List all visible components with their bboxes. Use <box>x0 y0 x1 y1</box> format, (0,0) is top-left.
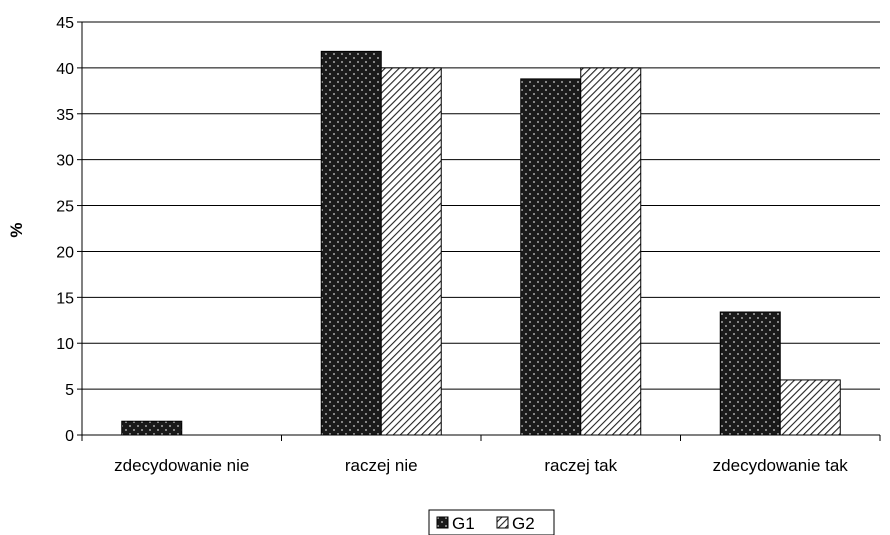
bar-g1-0 <box>121 420 183 436</box>
gridlines <box>82 21 880 390</box>
y-tick-label: 40 <box>56 61 74 78</box>
axes <box>77 21 881 441</box>
x-tick-label: raczej nie <box>345 456 418 475</box>
bar-g1-3 <box>719 311 781 436</box>
legend-swatch-g2 <box>496 516 509 529</box>
y-tick-label: 45 <box>56 15 74 32</box>
x-tick-label: zdecydowanie nie <box>114 456 249 475</box>
y-tick-label: 30 <box>56 153 74 170</box>
y-tick-label: 5 <box>65 382 74 399</box>
y-axis-title: % <box>7 222 26 237</box>
bar-g2-2 <box>580 67 642 436</box>
x-tick-labels: zdecydowanie nie raczej nie raczej tak zdec… <box>114 456 848 475</box>
x-tick-label: raczej tak <box>544 456 617 475</box>
y-tick-label: 10 <box>56 336 74 353</box>
legend: G1 G2 <box>428 509 555 535</box>
y-tick-label: 20 <box>56 244 74 261</box>
legend-box <box>428 509 555 535</box>
legend-swatch-g1 <box>436 516 449 529</box>
legend-label-g2: G2 <box>512 514 535 533</box>
bar-g2-1 <box>380 67 442 436</box>
y-tick-label: 25 <box>56 199 74 216</box>
bars <box>121 50 841 436</box>
y-tick-labels: 0 5 10 15 20 25 30 35 40 45 <box>56 15 74 445</box>
bar-g2-3 <box>779 379 841 436</box>
bar-g1-1 <box>320 50 382 436</box>
y-tick-label: 0 <box>65 428 74 445</box>
y-tick-label: 35 <box>56 107 74 124</box>
legend-label-g1: G1 <box>452 514 475 533</box>
bar-g1-2 <box>520 78 582 436</box>
x-tick-label: zdecydowanie tak <box>713 456 849 475</box>
y-tick-label: 15 <box>56 290 74 307</box>
